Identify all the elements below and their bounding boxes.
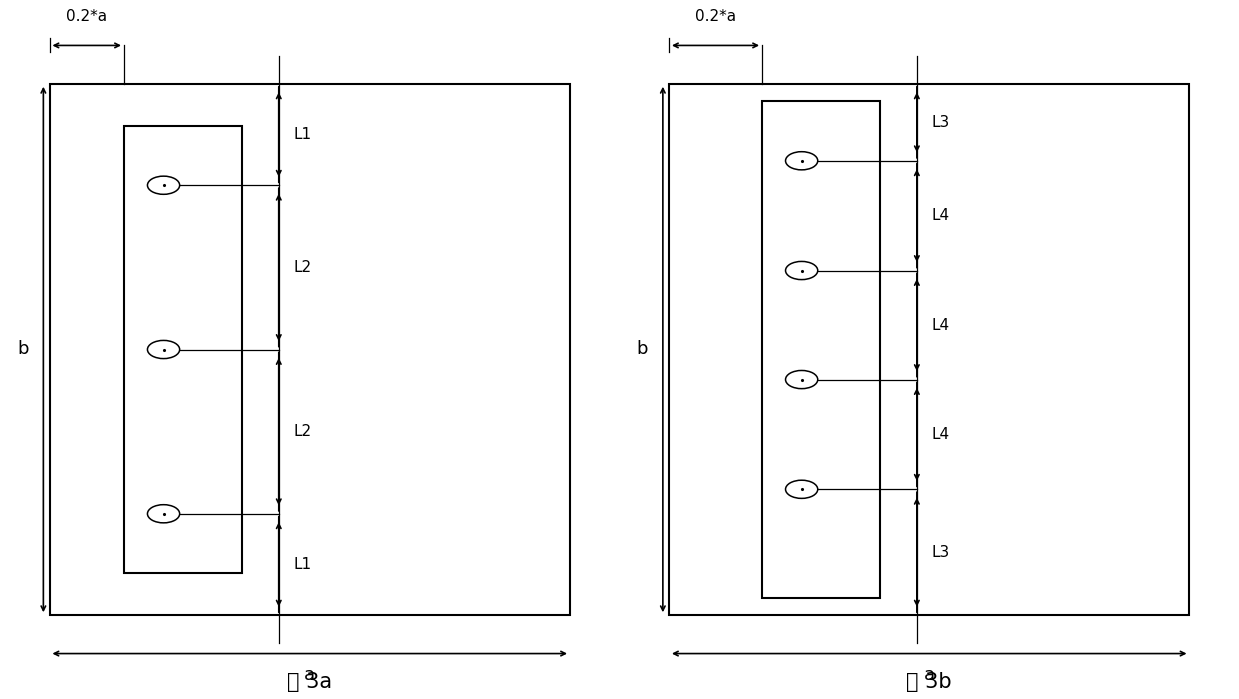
- Text: 图 3b: 图 3b: [907, 672, 952, 691]
- Text: L1: L1: [294, 127, 312, 142]
- Text: a: a: [305, 666, 315, 684]
- Text: b: b: [637, 340, 648, 359]
- Text: L3: L3: [932, 115, 950, 130]
- Text: 图 3a: 图 3a: [287, 672, 332, 691]
- Bar: [50, 84, 570, 615]
- Text: L2: L2: [294, 260, 312, 275]
- Bar: [124, 126, 242, 573]
- Text: 0.2*a: 0.2*a: [66, 10, 108, 24]
- Text: L4: L4: [932, 317, 950, 333]
- Text: L3: L3: [932, 545, 950, 560]
- Bar: [669, 84, 1189, 615]
- Text: L4: L4: [932, 208, 950, 223]
- Text: L4: L4: [932, 427, 950, 442]
- Text: a: a: [924, 666, 934, 684]
- Text: 0.2*a: 0.2*a: [695, 10, 736, 24]
- Bar: [762, 101, 880, 598]
- Text: L1: L1: [294, 557, 312, 572]
- Text: L2: L2: [294, 424, 312, 439]
- Text: b: b: [17, 340, 28, 359]
